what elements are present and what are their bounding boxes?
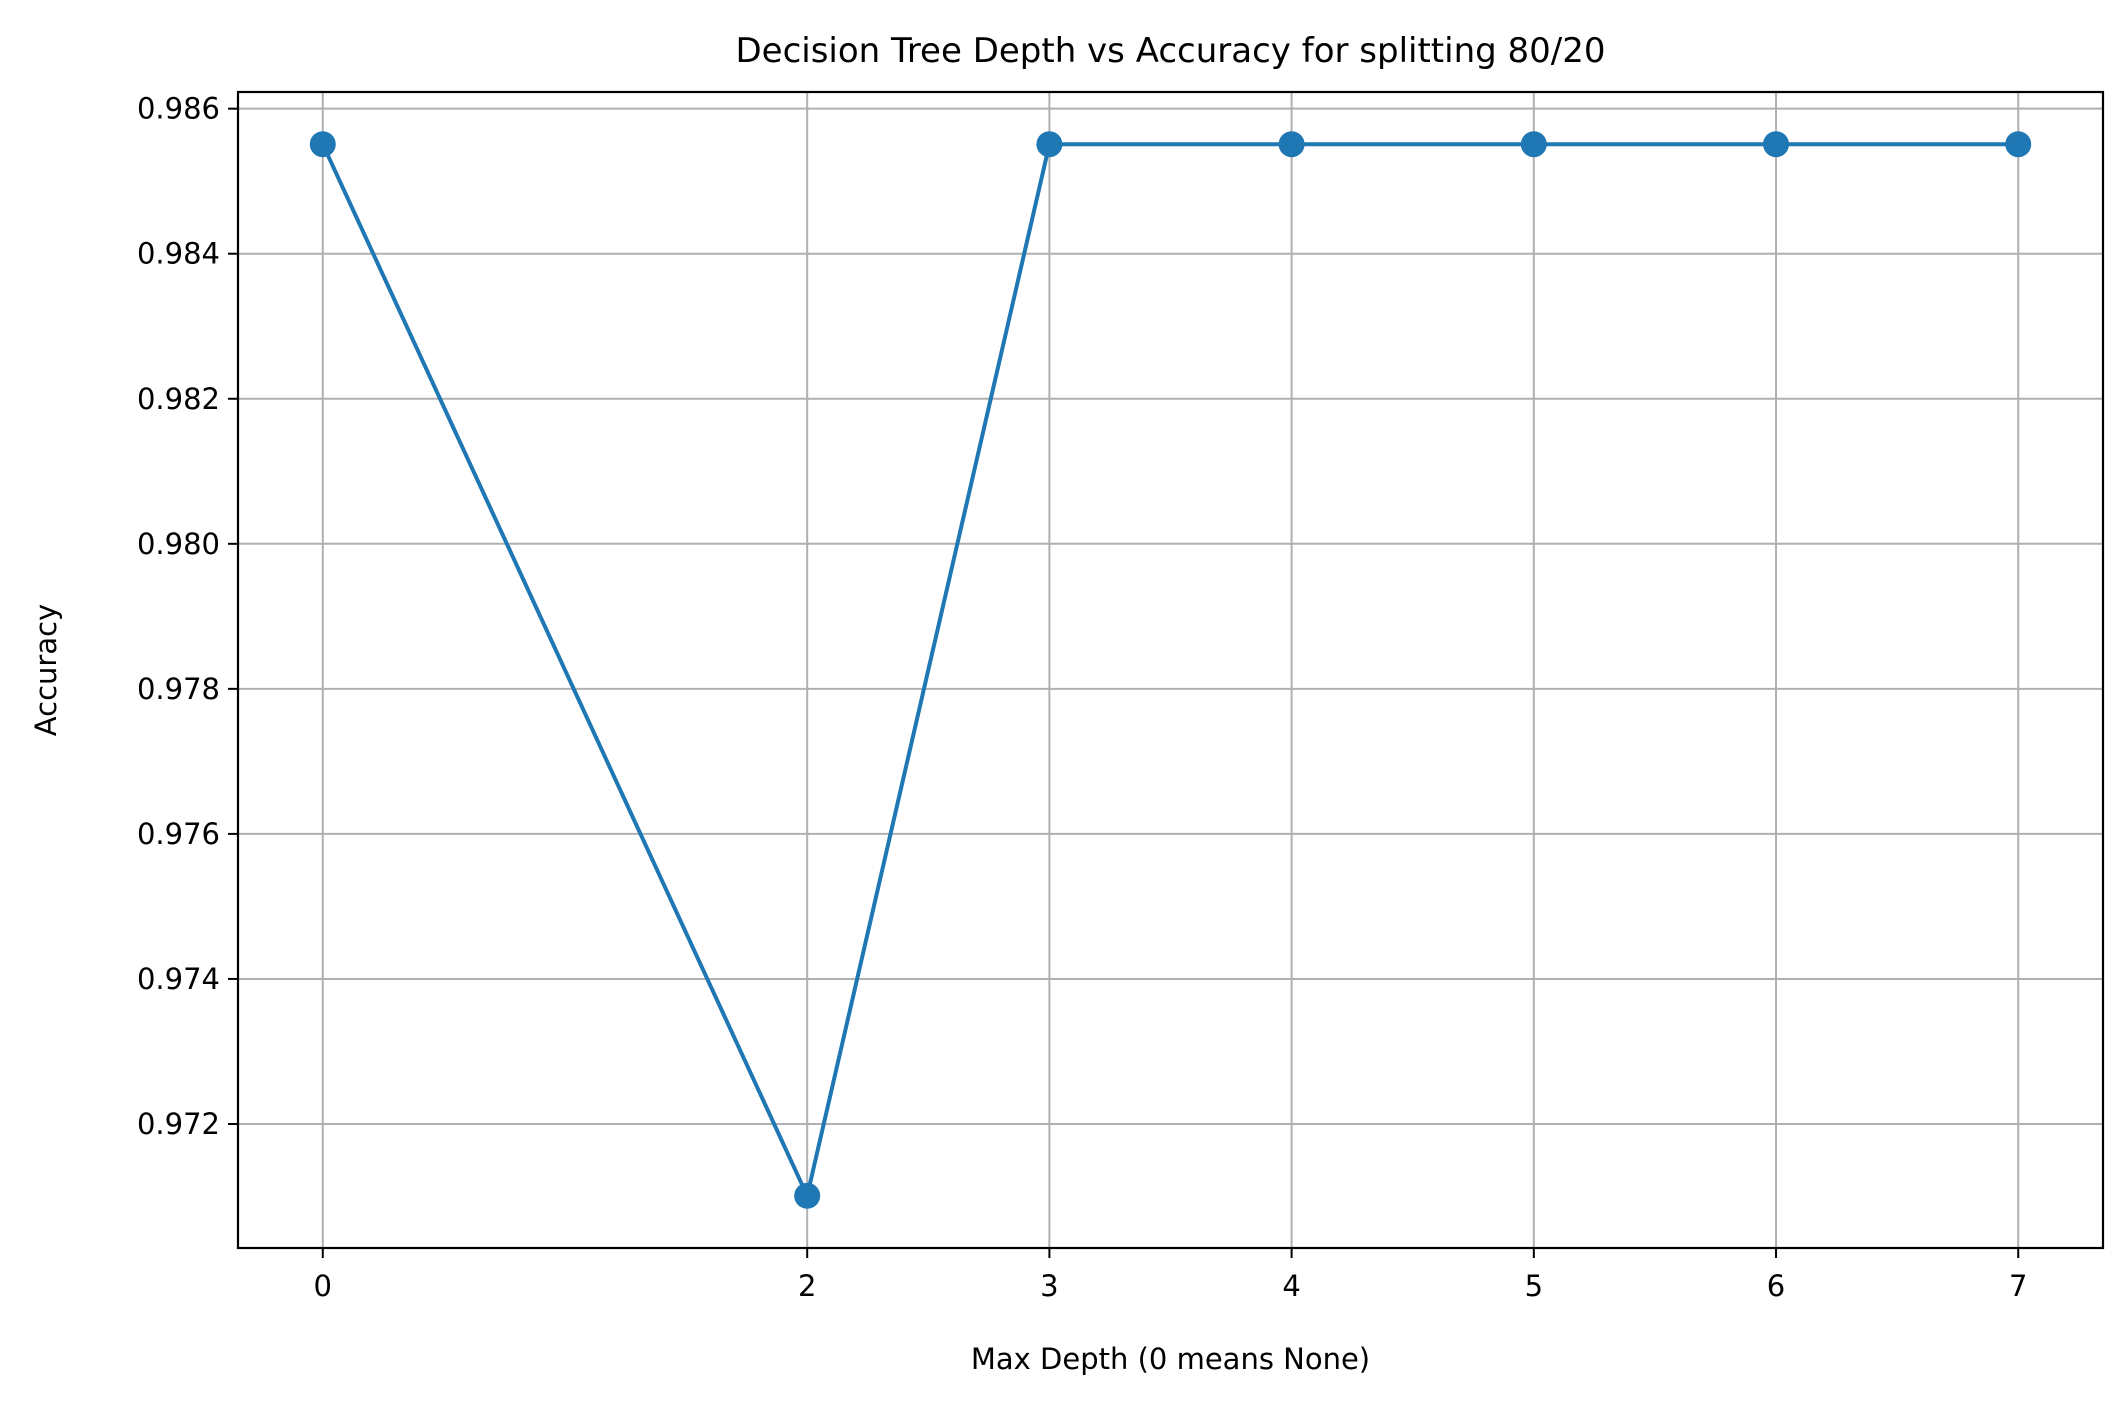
data-point [1036,131,1063,158]
y-tick-label: 0.974 [137,962,220,996]
x-tick-label: 6 [1767,1269,1785,1303]
series-group [309,131,2032,1209]
y-tick-label: 0.982 [137,382,220,416]
x-tick-label: 3 [1040,1269,1058,1303]
ticks: 0 2 3 4 5 6 7 0.972 0.974 0.976 0.978 0.980 0.982 0.9… [137,92,2027,1303]
y-tick-label: 0.976 [137,817,220,851]
y-axis-label: Accuracy [29,604,63,736]
y-tick-label: 0.978 [137,672,220,706]
x-axis-label: Max Depth (0 means None) [971,1342,1370,1376]
x-tick-label: 4 [1282,1269,1300,1303]
y-tick-label: 0.972 [137,1107,220,1141]
data-point [2005,131,2032,158]
data-point [309,131,336,158]
data-point [794,1182,821,1209]
data-point [1278,131,1305,158]
y-tick-label: 0.986 [137,92,220,126]
y-tick-label: 0.980 [137,527,220,561]
axes-frame [236,90,2105,1250]
chart-title: Decision Tree Depth vs Accuracy for spli… [735,31,1605,71]
x-tick-label: 0 [314,1269,332,1303]
data-point [1763,131,1790,158]
x-tick-label: 7 [2009,1269,2027,1303]
x-tick-label: 2 [798,1269,816,1303]
data-point [1520,131,1547,158]
grid [238,92,2103,1248]
x-tick-label: 5 [1525,1269,1543,1303]
y-tick-label: 0.984 [137,237,220,271]
